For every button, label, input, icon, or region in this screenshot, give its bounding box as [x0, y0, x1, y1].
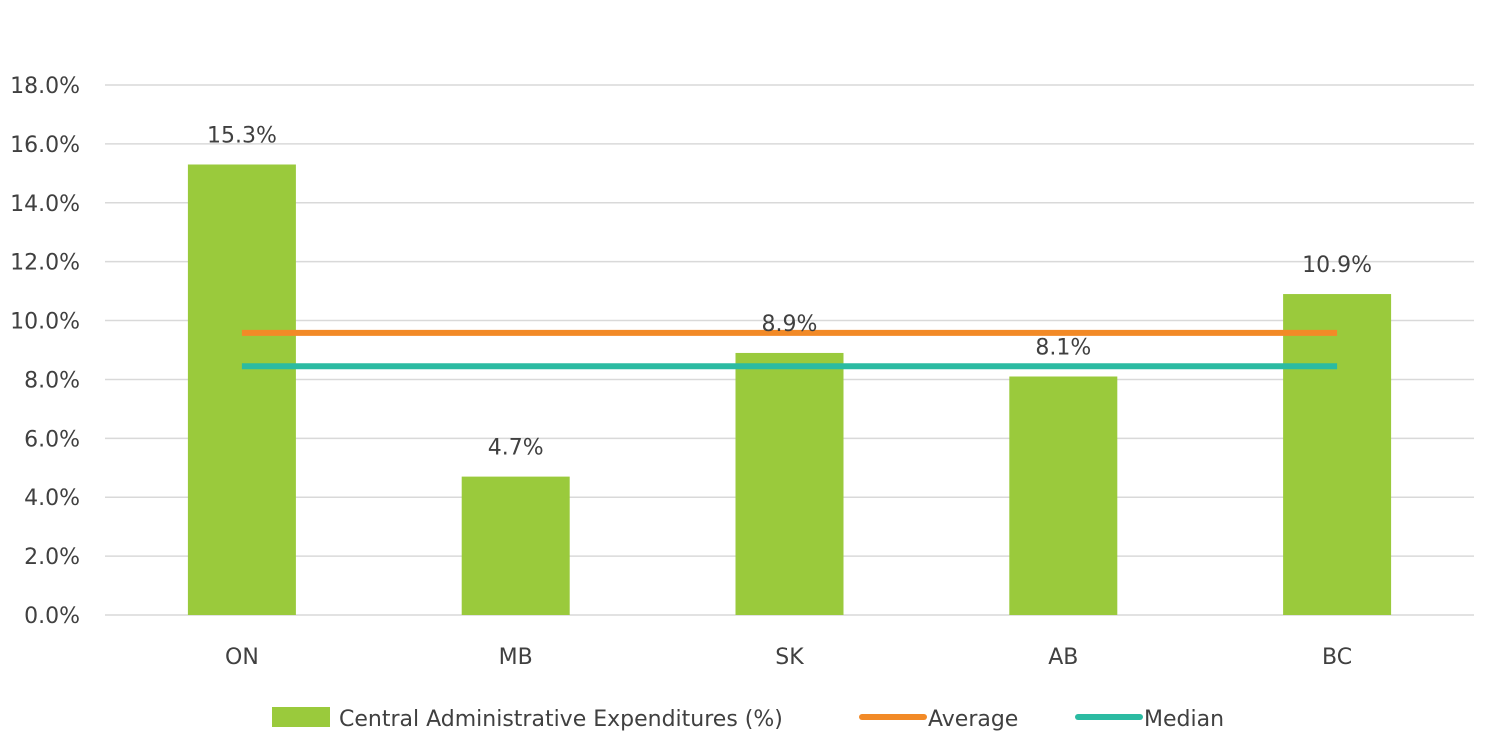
data-label: 8.9% [762, 312, 818, 337]
legend-label: Average [928, 707, 1018, 732]
data-label: 10.9% [1302, 253, 1372, 278]
y-axis-ticks: 0.0% 2.0% 4.0% 6.0% 8.0% 10.0% 12.0% 14.0% 16.0%… [10, 74, 80, 629]
x-category-label: MB [499, 645, 533, 670]
x-category-label: BC [1322, 645, 1352, 670]
y-tick-label: 4.0% [24, 486, 80, 511]
bar-on [187, 164, 296, 615]
bar-sk [735, 352, 844, 615]
y-tick-label: 2.0% [24, 545, 80, 570]
y-tick-label: 10.0% [10, 310, 80, 335]
y-tick-label: 14.0% [10, 192, 80, 217]
legend-swatch-bar [272, 707, 330, 727]
x-category-label: ON [225, 645, 259, 670]
y-tick-label: 8.0% [24, 368, 80, 393]
legend-label: Central Administrative Expenditures (%) [339, 707, 783, 732]
bar-ab [1009, 376, 1118, 615]
legend-label: Median [1144, 707, 1224, 732]
data-label: 4.7% [488, 436, 544, 461]
y-tick-label: 6.0% [24, 427, 80, 452]
bars [187, 164, 1392, 615]
y-tick-label: 18.0% [10, 74, 80, 99]
bar-bc [1283, 294, 1392, 615]
data-label: 15.3% [207, 124, 277, 149]
x-category-label: SK [775, 645, 804, 670]
y-tick-label: 12.0% [10, 251, 80, 276]
data-label: 8.1% [1035, 336, 1091, 361]
data-labels: 15.3% 4.7% 8.9% 8.1% 10.9% [207, 124, 1372, 461]
reference-lines [241, 329, 1338, 370]
x-axis-categories: ON MB SK AB BC [225, 645, 1352, 670]
bar-mb [461, 476, 570, 615]
legend: Central Administrative Expenditures (%) A… [272, 707, 1224, 732]
x-category-label: AB [1048, 645, 1078, 670]
y-tick-label: 0.0% [24, 604, 80, 629]
y-tick-label: 16.0% [10, 133, 80, 158]
